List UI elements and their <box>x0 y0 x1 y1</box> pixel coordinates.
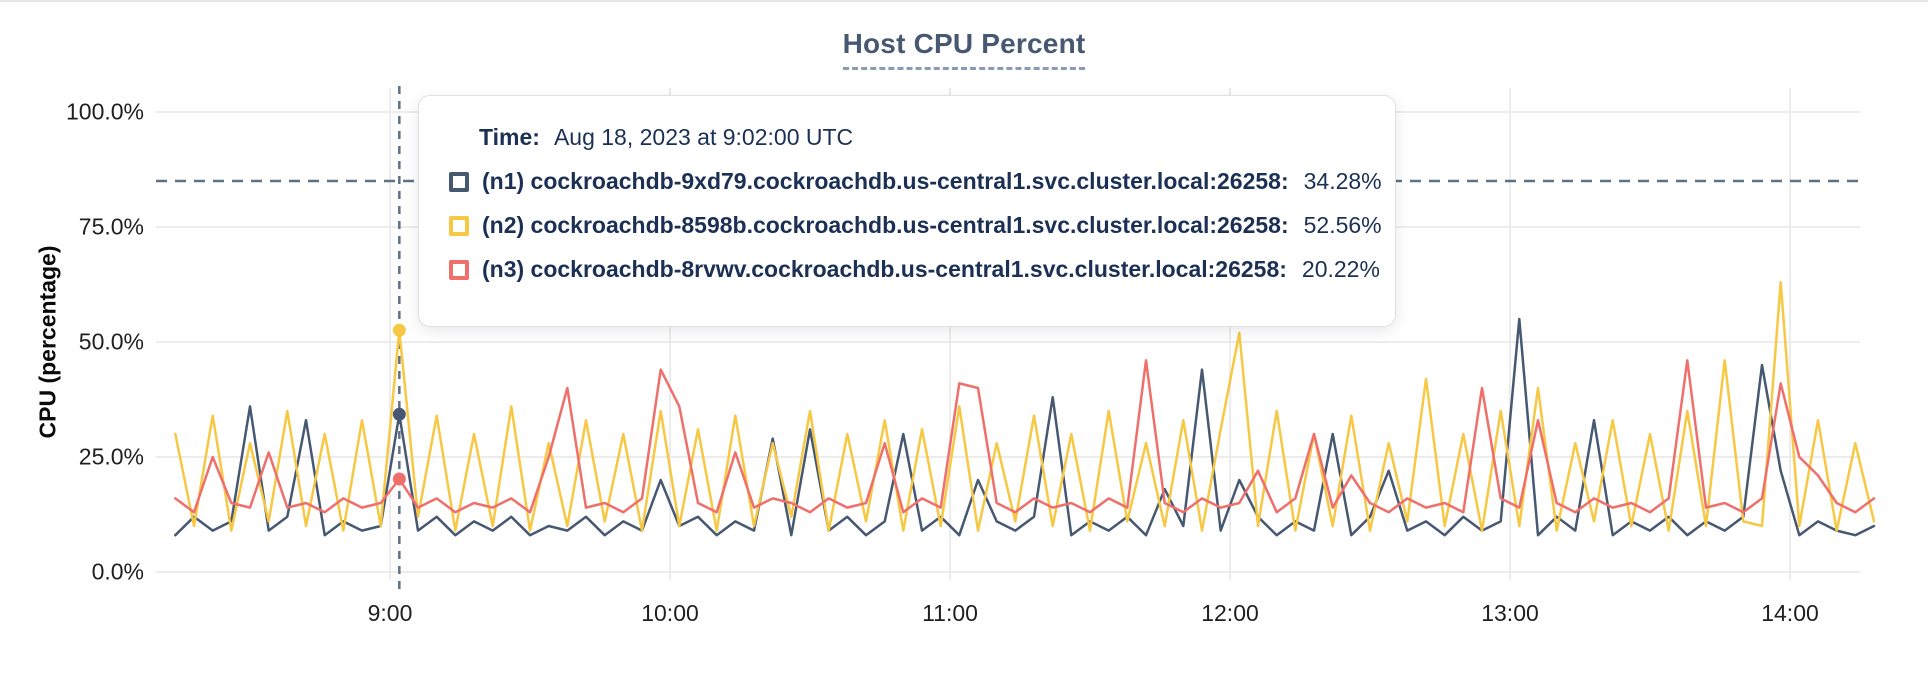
n3-legend-swatch-icon <box>449 259 469 280</box>
series-line-n2[interactable] <box>174 280 1876 532</box>
tooltip-row-n1: (n1) cockroachdb-9xd79.cockroachdb.us-ce… <box>449 168 1382 195</box>
tooltip-row-n3: (n3) cockroachdb-8rvwv.cockroachdb.us-ce… <box>449 256 1380 283</box>
x-tick-11: 11:00 <box>922 600 978 626</box>
y-tick-25: 25.0% <box>78 443 144 470</box>
n3-series-value: 20.22% <box>1301 256 1380 282</box>
hover-marker-n1 <box>392 407 406 421</box>
x-tick-12: 12:00 <box>1201 600 1259 626</box>
n2-series-name: (n2) cockroachdb-8598b.cockroachdb.us-ce… <box>482 212 1289 238</box>
hover-tooltip: Time: Aug 18, 2023 at 9:02:00 UTC (n1) co… <box>418 95 1396 327</box>
hover-marker-n2 <box>392 323 406 337</box>
n3-series-name: (n3) cockroachdb-8rvwv.cockroachdb.us-ce… <box>482 256 1287 282</box>
x-tick-10: 10:00 <box>641 600 699 626</box>
n2-series-value: 52.56% <box>1303 212 1382 238</box>
series-line-n3[interactable] <box>174 359 1876 514</box>
series-line-n1[interactable] <box>174 317 1876 537</box>
x-tick-9: 9:00 <box>367 600 413 626</box>
tooltip-time-row: Time: Aug 18, 2023 at 9:02:00 UTC <box>479 124 1365 151</box>
n2-legend-swatch-icon <box>449 215 469 236</box>
y-tick-100: 100.0% <box>65 98 144 125</box>
tooltip-time-value: Aug 18, 2023 at 9:02:00 UTC <box>553 124 854 150</box>
chart-title-text: Host CPU Percent <box>842 28 1086 70</box>
tooltip-time-label: Time: <box>479 124 540 150</box>
n1-series-name: (n1) cockroachdb-9xd79.cockroachdb.us-ce… <box>482 168 1289 194</box>
tooltip-row-n2: (n2) cockroachdb-8598b.cockroachdb.us-ce… <box>449 212 1382 239</box>
y-tick-75: 75.0% <box>78 213 144 240</box>
y-tick-50: 50.0% <box>78 328 144 355</box>
x-tick-14: 14:00 <box>1761 600 1819 626</box>
hover-marker-n3 <box>392 472 406 486</box>
n1-legend-swatch-icon <box>449 171 469 192</box>
chart-title: Host CPU Percent <box>0 28 1928 70</box>
x-tick-13: 13:00 <box>1481 600 1539 626</box>
y-tick-0: 0.0% <box>91 558 144 585</box>
n1-series-value: 34.28% <box>1303 168 1382 194</box>
